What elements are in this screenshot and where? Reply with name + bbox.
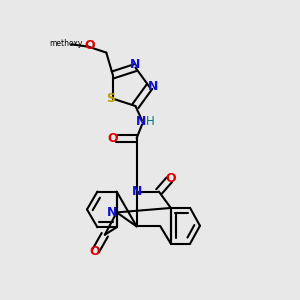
Text: O: O [85,39,95,52]
Text: N: N [107,206,117,219]
Text: O: O [166,172,176,185]
Text: O: O [89,245,100,258]
Text: N: N [130,58,141,71]
Text: N: N [148,80,158,93]
Text: methoxy: methoxy [49,39,82,48]
Text: O: O [107,132,118,145]
Text: N: N [136,115,147,128]
Text: S: S [106,92,115,105]
Text: H: H [146,115,155,128]
Text: N: N [131,185,142,198]
